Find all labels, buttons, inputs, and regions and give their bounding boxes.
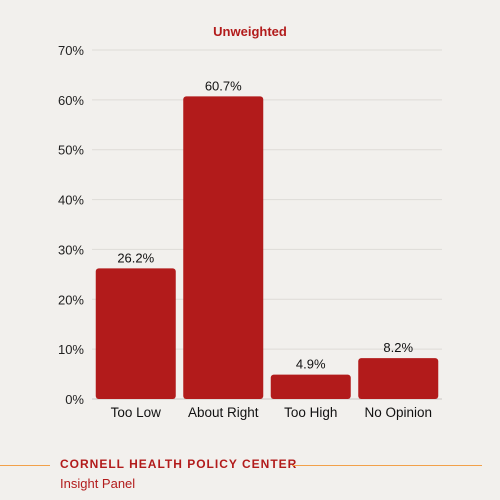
bar-data-label: 4.9% — [296, 357, 326, 372]
y-tick-label: 60% — [58, 93, 84, 108]
y-tick-label: 30% — [58, 242, 84, 257]
x-tick-label: About Right — [188, 405, 259, 420]
bar-chart: Unweighted 0% 10% 20% 30% 40% 50% 60% 70% 26.2%… — [58, 24, 442, 420]
y-tick-label: 40% — [58, 193, 84, 208]
bar-no-opinion — [358, 358, 439, 399]
y-tick-label: 20% — [58, 292, 84, 307]
y-tick-label: 70% — [58, 43, 84, 58]
bar-data-label: 26.2% — [117, 250, 154, 265]
footer-rule-left — [0, 465, 50, 466]
bars — [95, 96, 439, 400]
bar-data-label: 60.7% — [205, 78, 242, 93]
x-tick-label: No Opinion — [364, 405, 432, 420]
y-tick-label: 0% — [65, 392, 84, 407]
footer-rule-right — [292, 465, 482, 466]
bar-about-right — [183, 96, 264, 400]
x-axis-tick-labels: Too Low About Right Too High No Opinion — [111, 405, 432, 420]
y-tick-label: 10% — [58, 342, 84, 357]
y-tick-label: 50% — [58, 143, 84, 158]
y-axis-tick-labels: 0% 10% 20% 30% 40% 50% 60% 70% — [58, 43, 84, 407]
bar-too-low — [95, 268, 176, 399]
footer-subtitle: Insight Panel — [60, 476, 136, 491]
x-tick-label: Too High — [284, 405, 337, 420]
chart-title: Unweighted — [213, 24, 287, 39]
footer-organization: CORNELL HEALTH POLICY CENTER — [60, 457, 298, 471]
x-tick-label: Too Low — [111, 405, 162, 420]
bar-data-label: 8.2% — [383, 340, 413, 355]
bar-too-high — [270, 374, 351, 399]
bar-data-labels: 26.2% 60.7% 4.9% 8.2% — [117, 78, 413, 371]
